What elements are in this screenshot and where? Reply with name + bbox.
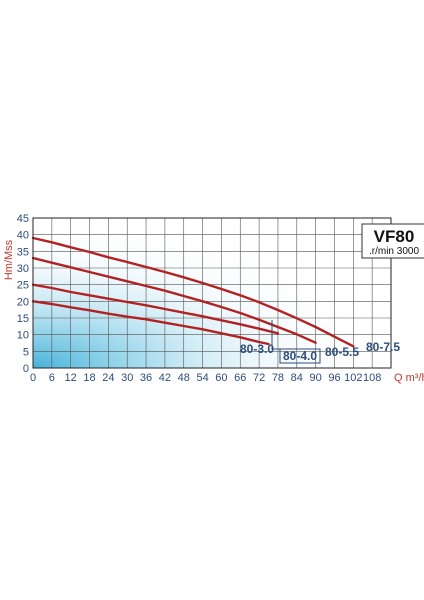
y-tick-label: 20 [17,296,29,308]
x-tick-label: 6 [49,372,55,384]
y-tick-labels: 0 5 10 15 20 25 30 35 40 45 [17,213,29,375]
x-tick-label: 96 [328,372,340,384]
y-tick-label: 45 [17,213,29,225]
y-tick-label: 10 [17,330,29,342]
y-axis-title: Hm/Mss [3,239,15,280]
y-tick-label: 15 [17,313,29,325]
x-tick-label: 60 [215,372,227,384]
x-tick-label: 36 [140,372,152,384]
chart-title: VF80 [374,227,415,246]
y-tick-label: 0 [23,363,29,375]
y-tick-label: 5 [23,346,29,358]
x-tick-label: 12 [65,372,77,384]
series-label-80-4-0: 80-4.0 [283,349,317,363]
y-tick-label: 25 [17,280,29,292]
series-line-80-3-0 [31,300,270,346]
series-line-80-4-0 [31,283,280,335]
x-tick-label: 102 [344,372,362,384]
label-box-80-4-0 [279,348,321,364]
x-tick-label: 78 [272,372,284,384]
series-label-80-5-5: 80-5.5 [325,345,359,359]
x-tick-label: 0 [30,372,36,384]
x-tick-label: 18 [83,372,95,384]
x-tick-label: 84 [291,372,303,384]
model-box [361,223,424,259]
x-tick-labels: 0 6 12 18 24 30 36 42 48 54 60 66 72 78 84 90 96 102 108 [30,372,381,384]
x-axis-title: Q m³/h [394,372,424,384]
plot-frame [32,217,392,369]
x-tick-label: 42 [159,372,171,384]
series-line-80-5-5 [31,256,317,344]
x-tick-label: 54 [196,372,208,384]
y-tick-label: 35 [17,246,29,258]
x-tick-label: 72 [253,372,265,384]
chart-subtitle: .r/min 3000 [369,246,419,257]
y-tick-label: 30 [17,263,29,275]
series-line-80-7-5 [31,236,355,348]
x-tick-label: 90 [310,372,322,384]
series-label-80-7-5: 80-7.5 [366,340,400,354]
performance-curves [31,236,355,348]
series-label-80-3-0: 80-3.0 [240,342,274,356]
x-tick-label: 30 [121,372,133,384]
leader-80-4-0 [271,320,282,350]
x-tick-label: 66 [234,372,246,384]
y-tick-label: 40 [17,230,29,242]
x-tick-label: 48 [178,372,190,384]
plot-background [33,218,391,368]
x-tick-label: 108 [363,372,381,384]
x-tick-label: 24 [102,372,114,384]
